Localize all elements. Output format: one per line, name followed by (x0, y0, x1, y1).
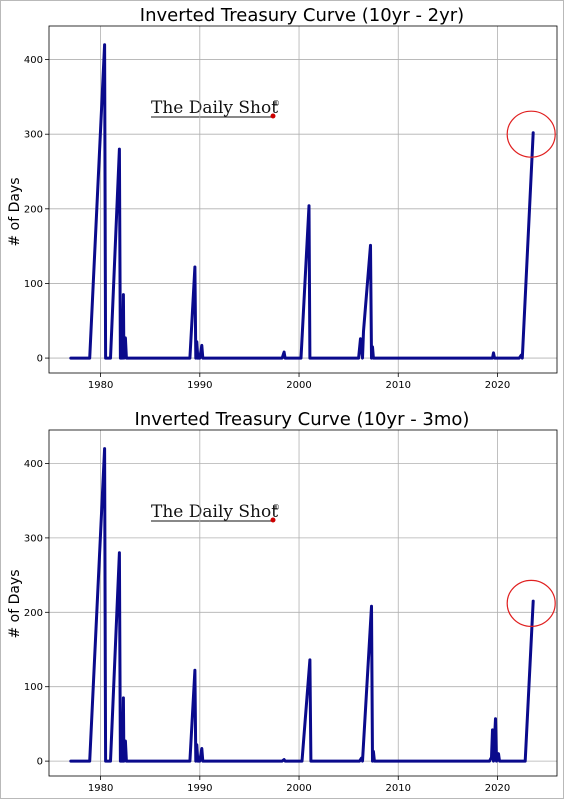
logo-text: The Daily Shot (151, 98, 278, 118)
x-tick-label: 2020 (485, 783, 510, 794)
y-tick-label: 400 (24, 459, 43, 470)
x-tick-label: 2010 (386, 783, 411, 794)
y-tick-label: 100 (24, 682, 43, 693)
y-tick-label: 300 (24, 533, 43, 544)
y-tick-label: 200 (24, 204, 43, 215)
logo-text: The Daily Shot (151, 502, 278, 522)
y-tick-label: 400 (24, 55, 43, 66)
y-tick-label: 0 (37, 757, 43, 768)
x-tick-label: 2000 (286, 783, 311, 794)
chart-panel-10yr-2yr: Inverted Treasury Curve (10yr - 2yr) # o… (7, 5, 558, 391)
logo-registered-mark: ® (272, 99, 280, 108)
logo-dot (270, 113, 276, 119)
chart-panel-10yr-3mo: Inverted Treasury Curve (10yr - 3mo) # o… (7, 409, 558, 794)
chart-title: Inverted Treasury Curve (10yr - 2yr) (140, 5, 464, 26)
y-tick-label: 0 (37, 354, 43, 365)
daily-shot-logo: The Daily Shot ® (151, 98, 280, 119)
x-tick-label: 1980 (88, 380, 113, 391)
x-tick-label: 1990 (187, 380, 212, 391)
x-tick-label: 2000 (286, 380, 311, 391)
y-axis-label: # of Days (7, 569, 23, 638)
y-tick-label: 300 (24, 130, 43, 141)
logo-registered-mark: ® (272, 503, 280, 512)
y-tick-label: 100 (24, 279, 43, 290)
chart-title: Inverted Treasury Curve (10yr - 3mo) (135, 409, 470, 430)
y-tick-label: 200 (24, 608, 43, 619)
highlight-circle (506, 110, 556, 158)
daily-shot-logo: The Daily Shot ® (151, 502, 280, 523)
highlight-circle (506, 579, 556, 627)
grid (49, 430, 557, 776)
plot-area-border (48, 25, 558, 374)
series-line (69, 447, 535, 763)
x-tick-label: 2010 (386, 380, 411, 391)
y-axis-label: # of Days (7, 177, 23, 246)
logo-dot (270, 517, 276, 523)
series-line (69, 43, 535, 360)
x-tick-label: 2020 (485, 380, 510, 391)
x-tick-label: 1990 (187, 783, 212, 794)
x-tick-label: 1980 (88, 783, 113, 794)
plot-area-border (48, 429, 558, 777)
